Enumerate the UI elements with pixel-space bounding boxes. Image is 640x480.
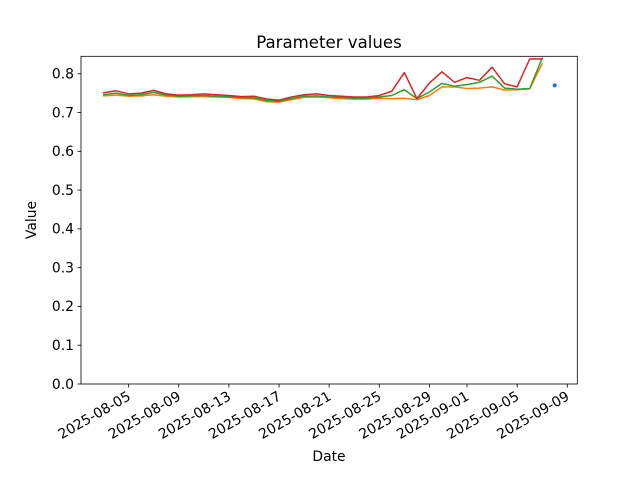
y-tick-label: 0.4 [52,222,74,238]
series-blue-point [552,83,557,88]
series-orange-line [102,62,543,103]
y-tick-label: 0.7 [52,105,74,121]
y-tick-label: 0.8 [52,67,74,83]
y-tick-label: 0.5 [52,183,74,199]
axes-frame [80,55,578,385]
y-axis-label: Value [24,201,40,239]
plot-area: 0.00.10.20.30.40.50.60.70.82025-08-05202… [52,55,578,443]
x-axis-label: Date [312,449,345,465]
y-tick-label: 0.1 [52,338,74,354]
y-tick-label: 0.6 [52,144,74,160]
y-tick-label: 0.2 [52,299,74,315]
series-green-line [102,57,543,103]
chart-title: Parameter values [256,33,402,52]
y-tick-label: 0.3 [52,260,74,276]
y-tick-label: 0.0 [52,377,74,393]
series-red-line [102,58,543,101]
